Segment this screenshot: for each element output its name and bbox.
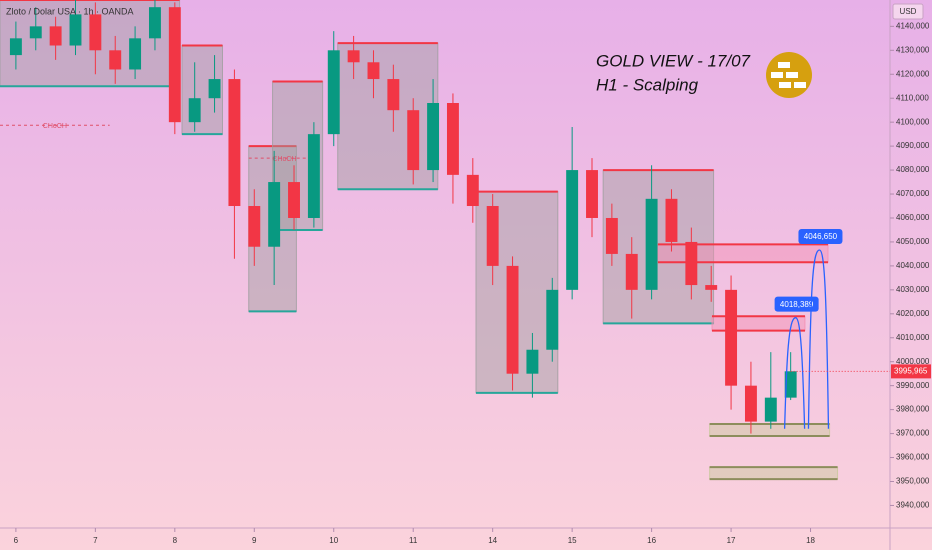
chart-title: Zloto / Dolar USA · 1h · OANDA xyxy=(6,6,134,16)
y-tick-label: 4010,000 xyxy=(896,333,930,342)
y-tick-label: 4050,000 xyxy=(896,237,930,246)
y-tick-label: 4130,000 xyxy=(896,45,930,54)
candle-body xyxy=(446,103,459,175)
y-tick-label: 3970,000 xyxy=(896,429,930,438)
y-tick-label: 3960,000 xyxy=(896,453,930,462)
x-tick-label: 8 xyxy=(173,536,178,545)
candle-body xyxy=(605,217,618,254)
candle-body xyxy=(645,198,658,290)
y-tick-label: 4120,000 xyxy=(896,69,930,78)
candle-body xyxy=(367,62,380,80)
choch-label: CHoCH xyxy=(272,156,296,163)
candle-body xyxy=(69,14,82,46)
candle-body xyxy=(466,174,479,207)
candle-body xyxy=(705,285,718,290)
candle-body xyxy=(288,182,300,218)
x-tick-label: 14 xyxy=(488,536,497,545)
y-tick-label: 3980,000 xyxy=(896,405,930,414)
x-tick-label: 11 xyxy=(409,536,418,545)
y-tick-label: 4040,000 xyxy=(896,261,930,270)
candle-body xyxy=(506,265,519,374)
candle-body xyxy=(625,253,638,290)
y-tick-label: 3950,000 xyxy=(896,477,930,486)
target-label-box xyxy=(798,228,843,244)
x-tick-label: 17 xyxy=(727,536,736,545)
candle-body xyxy=(307,134,320,218)
candle-body xyxy=(49,26,62,46)
candle-body xyxy=(347,50,360,63)
x-tick-label: 6 xyxy=(14,536,19,545)
candle-body xyxy=(208,79,221,99)
candle-body xyxy=(725,289,738,386)
zone xyxy=(657,243,829,263)
x-tick-label: 15 xyxy=(568,536,577,545)
candle-body xyxy=(665,198,678,242)
zone xyxy=(709,423,831,437)
candle-body xyxy=(188,98,201,123)
target-path xyxy=(807,249,830,429)
candle-body xyxy=(784,371,797,398)
candle-body xyxy=(744,385,757,422)
x-tick-label: 10 xyxy=(329,536,338,545)
last-price-box xyxy=(891,364,931,379)
candle-body xyxy=(546,289,559,350)
candle-body xyxy=(148,7,161,39)
y-tick-label: 4090,000 xyxy=(896,141,930,150)
y-tick-label: 4060,000 xyxy=(896,213,930,222)
last-price-label: 3995,965 xyxy=(894,366,928,375)
currency: USD xyxy=(900,7,917,16)
y-tick-label: 3940,000 xyxy=(896,501,930,510)
annotation-title: GOLD VIEW - 17/07 xyxy=(596,51,751,70)
target-label: 4046,650 xyxy=(804,232,838,241)
zone xyxy=(337,42,439,190)
y-tick-label: 3990,000 xyxy=(896,381,930,390)
candle-body xyxy=(89,14,102,51)
candle-body xyxy=(566,170,579,290)
candle-body xyxy=(9,38,22,56)
x-tick-label: 18 xyxy=(806,536,815,545)
candle-body xyxy=(129,38,142,70)
gold-icon xyxy=(766,52,812,98)
candle-body xyxy=(526,349,539,374)
y-tick-label: 4070,000 xyxy=(896,189,930,198)
candle-body xyxy=(387,79,400,111)
y-tick-label: 4030,000 xyxy=(896,285,930,294)
y-tick-label: 4100,000 xyxy=(896,117,930,126)
y-tick-label: 4080,000 xyxy=(896,165,930,174)
y-tick-label: 4110,000 xyxy=(896,93,929,102)
choch-label: CHoCH xyxy=(43,123,67,130)
zone xyxy=(709,466,839,480)
candle-body xyxy=(486,206,499,266)
y-tick-label: 4140,000 xyxy=(896,21,930,30)
x-tick-label: 7 xyxy=(93,536,98,545)
candle-body xyxy=(327,50,340,135)
y-tick-label: 4000,000 xyxy=(896,357,930,366)
candle-body xyxy=(168,7,181,123)
target-path xyxy=(783,317,806,429)
candle-body xyxy=(427,103,440,171)
y-tick-label: 4020,000 xyxy=(896,309,930,318)
candle-body xyxy=(586,170,598,218)
candle-body xyxy=(268,182,281,247)
candle-body xyxy=(764,397,777,422)
plot-area: CHoCH CHoCH 4018,389 4046,650 xyxy=(0,0,890,481)
candle-body xyxy=(29,26,42,39)
candle-body xyxy=(407,110,420,171)
candle-body xyxy=(109,50,122,70)
x-tick-label: 16 xyxy=(647,536,656,545)
target-label-box xyxy=(774,296,819,312)
candle-body xyxy=(248,206,261,247)
annotation-subtitle: H1 - Scalping xyxy=(596,75,699,94)
candle-body xyxy=(685,241,698,286)
x-tick-label: 9 xyxy=(252,536,257,545)
candle-body xyxy=(228,79,241,207)
currency-box[interactable] xyxy=(892,3,924,20)
target-label: 4018,389 xyxy=(780,300,814,309)
